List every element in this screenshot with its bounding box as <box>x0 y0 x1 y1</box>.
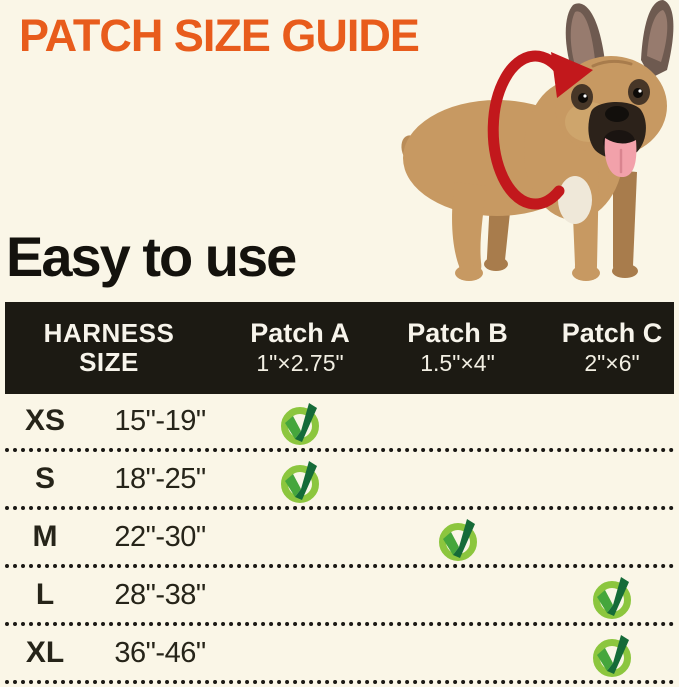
check-icon <box>592 572 632 619</box>
dog-nose <box>605 106 629 122</box>
row-range: 22"-30" <box>114 520 206 553</box>
row-size: L <box>35 578 55 611</box>
row-size: M <box>32 520 58 553</box>
table-row: S 18"-25" <box>5 452 674 510</box>
page-title: PATCH SIZE GUIDE <box>19 10 420 61</box>
row-size: XS <box>24 404 66 437</box>
check-icon <box>280 456 320 503</box>
section-heading: Easy to use <box>6 225 297 288</box>
row-size: XL <box>25 636 65 669</box>
size-table-header: HARNESS SIZE Patch A 1"×2.75" Patch B 1.… <box>5 302 674 394</box>
header-patch-b: Patch B 1.5"×4" <box>407 318 508 377</box>
row-size: S <box>34 462 55 495</box>
table-row: XL 36"-46" <box>5 626 674 684</box>
header-harness-line2: SIZE <box>79 347 139 377</box>
row-range: 18"-25" <box>114 462 206 495</box>
check-icon <box>592 630 632 677</box>
size-table: HARNESS SIZE Patch A 1"×2.75" Patch B 1.… <box>5 302 674 684</box>
check-icon <box>280 398 320 445</box>
table-row: L 28"-38" <box>5 568 674 626</box>
header-harness-size: HARNESS SIZE <box>5 317 235 377</box>
check-icon <box>438 514 478 561</box>
row-range: 28"-38" <box>114 578 206 611</box>
header-harness-line1: HARNESS <box>43 317 175 348</box>
table-row: XS 15"-19" <box>5 394 674 452</box>
header-patch-c: Patch C 2"×6" <box>561 318 663 377</box>
table-row: M 22"-30" <box>5 510 674 568</box>
header-patch-a: Patch A 1"×2.75" <box>250 318 350 377</box>
row-range: 36"-46" <box>114 636 206 669</box>
dog-photo <box>379 0 679 292</box>
row-range: 15"-19" <box>114 404 206 437</box>
dog-illustration <box>401 0 674 281</box>
measure-arrow-icon <box>487 50 593 210</box>
